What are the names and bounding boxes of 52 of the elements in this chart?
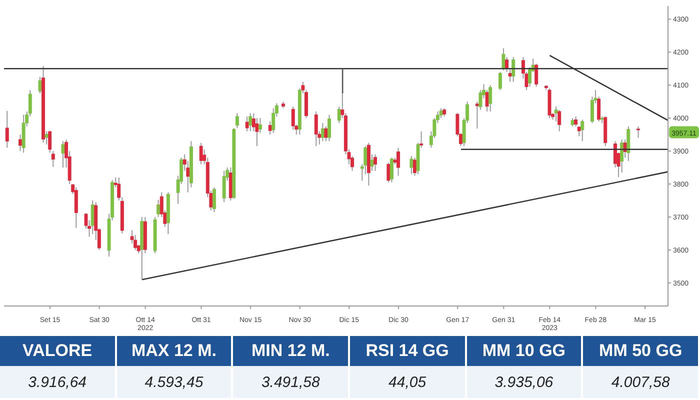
candlestick (5, 110, 9, 148)
candlestick (314, 110, 318, 147)
candlestick (636, 126, 640, 138)
candlestick (199, 142, 203, 165)
candlestick (620, 139, 624, 173)
category-label: MM 10 GG (466, 336, 582, 366)
text: 3.935,06 (466, 366, 582, 398)
candlestick (44, 130, 48, 145)
candlestick (258, 118, 262, 134)
text: 3.491,58 (233, 366, 348, 398)
candlestick (410, 156, 414, 175)
candlestick (439, 108, 443, 119)
text: 4.593,45 (116, 366, 232, 398)
candlestick (390, 157, 394, 183)
candlestick (508, 68, 512, 82)
candlestick (626, 126, 630, 162)
category-label: VALORE (0, 336, 115, 366)
candlestick (505, 56, 508, 72)
candlestick (580, 119, 584, 142)
candlestick (558, 109, 562, 132)
text: 4.007,58 (583, 366, 698, 398)
candlestick (222, 170, 226, 203)
candlestick (18, 134, 22, 152)
candlestick (488, 84, 492, 112)
text: 3.916,64 (0, 366, 115, 398)
candlestick (291, 106, 295, 130)
candlestick (248, 112, 252, 132)
candlestick (324, 126, 328, 142)
candlestick (272, 108, 276, 134)
category-label: MAX 12 M. (116, 336, 232, 366)
candlestick (475, 101, 479, 130)
candlestick (212, 186, 216, 213)
candlestick (498, 71, 502, 91)
candlestick (502, 48, 506, 71)
candlestick (38, 76, 42, 94)
category-label: RSI 14 GG (350, 336, 465, 366)
candlestick (370, 154, 374, 172)
candlestick (156, 199, 160, 218)
candlestick (512, 56, 516, 82)
candlestick (374, 154, 378, 172)
candlestick (245, 116, 249, 132)
category-label: MIN 12 M. (233, 336, 348, 366)
candlestick (74, 186, 78, 228)
candlestick (61, 140, 65, 168)
category-label: MM 50 GG (583, 336, 698, 366)
text: 44,05 (350, 366, 465, 398)
candlestick (51, 150, 55, 168)
candlestick (574, 116, 578, 127)
candlestick (235, 112, 239, 128)
candlestick (396, 147, 400, 176)
candlestick (48, 130, 52, 154)
candlestick (328, 114, 331, 142)
